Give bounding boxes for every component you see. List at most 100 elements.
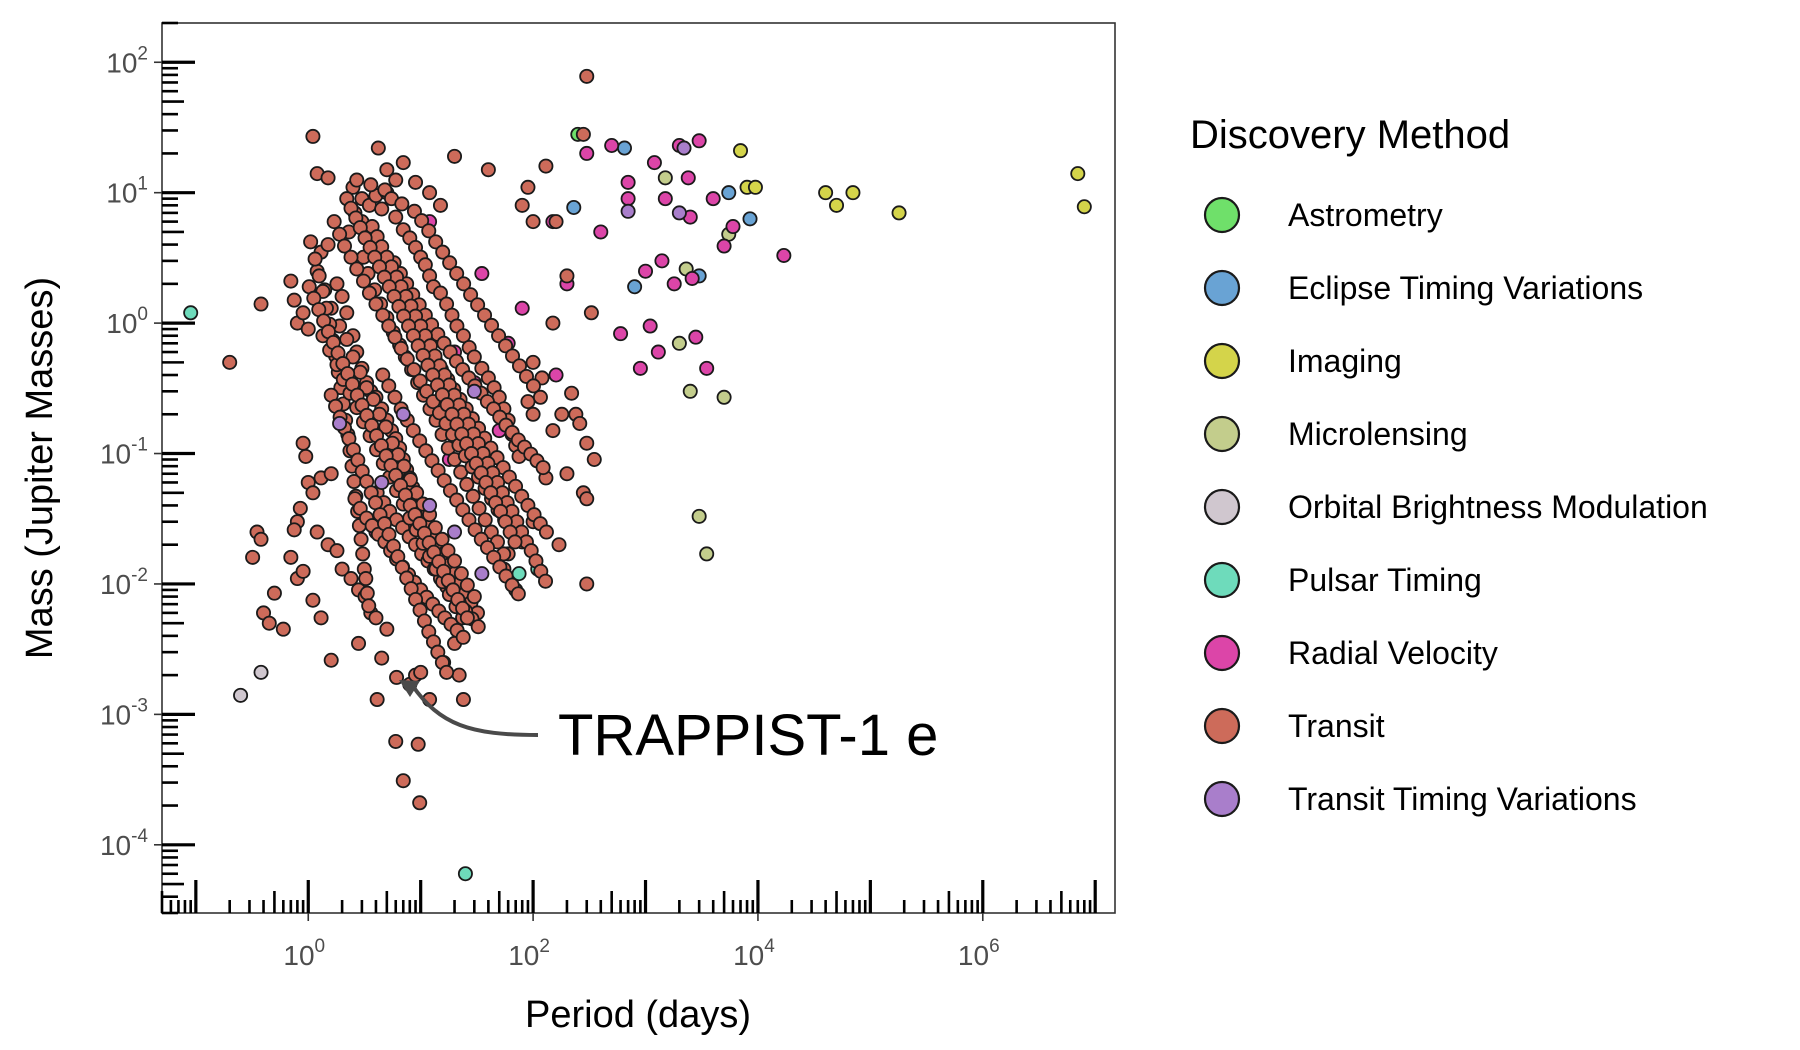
legend-swatch — [1203, 561, 1241, 599]
data-point — [733, 143, 749, 159]
data-point — [311, 268, 327, 284]
data-point — [688, 329, 704, 345]
data-point — [329, 543, 345, 559]
data-point — [604, 138, 620, 154]
data-point — [554, 406, 570, 422]
x-tick-label: 100 — [283, 936, 325, 971]
data-point — [572, 415, 588, 431]
legend-label: Radial Velocity — [1288, 635, 1498, 671]
data-point — [1076, 199, 1092, 215]
data-point — [613, 326, 629, 342]
data-point — [334, 288, 350, 304]
data-point — [305, 592, 321, 608]
legend-label: Transit Timing Variations — [1288, 781, 1637, 817]
legend-swatch — [1203, 415, 1241, 453]
data-point — [379, 621, 395, 637]
data-point — [538, 524, 554, 540]
data-point — [295, 305, 311, 321]
data-point — [566, 199, 582, 215]
data-point — [286, 522, 302, 538]
legend-item: Eclipse Timing Variations — [1203, 269, 1643, 307]
data-point — [374, 201, 390, 217]
data-point — [283, 273, 299, 289]
data-point — [845, 185, 861, 201]
y-axis-ticks: 102 101 100 10-1 10-2 10-3 10-4 — [100, 21, 195, 915]
legend-swatch — [1203, 634, 1241, 672]
y-tick-label: 10-1 — [100, 435, 148, 470]
legend-items: Astrometry Eclipse Timing Variations Imagi… — [1203, 196, 1708, 818]
data-point — [399, 351, 415, 367]
y-tick-label: 10-2 — [100, 565, 148, 600]
annotation: TRAPPIST-1 e — [399, 680, 938, 768]
data-point — [525, 406, 541, 422]
data-point — [245, 549, 261, 565]
data-point — [422, 185, 438, 201]
data-point — [381, 318, 397, 334]
data-point — [477, 307, 493, 323]
data-point — [368, 296, 384, 312]
data-point — [286, 292, 302, 308]
data-point — [548, 214, 564, 230]
data-point — [512, 358, 528, 374]
legend-swatch — [1203, 342, 1241, 380]
data-point — [818, 185, 834, 201]
data-point — [470, 619, 486, 635]
data-point — [388, 733, 404, 749]
data-point — [691, 133, 707, 149]
data-point — [440, 543, 456, 559]
data-point — [451, 667, 467, 683]
data-point — [471, 500, 487, 516]
data-point — [498, 338, 514, 354]
data-point — [374, 650, 390, 666]
data-point — [776, 247, 792, 263]
data-point — [356, 273, 372, 289]
data-point — [447, 524, 463, 540]
data-point — [323, 652, 339, 668]
data-point — [355, 546, 371, 562]
data-point — [233, 687, 249, 703]
data-point — [466, 349, 482, 365]
data-point — [474, 266, 490, 282]
data-point — [432, 197, 448, 213]
data-point — [414, 213, 430, 229]
data-point — [387, 389, 403, 405]
data-point — [320, 237, 336, 253]
data-point — [671, 205, 687, 221]
data-point — [447, 148, 463, 164]
y-tick-label: 10-4 — [100, 826, 148, 861]
data-point — [351, 635, 367, 651]
data-point — [466, 589, 482, 605]
legend-swatch — [1203, 196, 1241, 234]
legend-item: Transit Timing Variations — [1203, 780, 1637, 818]
data-point — [466, 383, 482, 399]
data-point — [1070, 166, 1086, 182]
data-point — [691, 508, 707, 524]
data-point — [305, 485, 321, 501]
data-point — [457, 866, 473, 882]
data-point — [456, 276, 472, 292]
legend-item: Imaging — [1203, 342, 1402, 380]
legend-label: Orbital Brightness Modulation — [1288, 489, 1708, 525]
data-point — [349, 261, 365, 277]
data-point — [616, 140, 632, 156]
data-point — [520, 179, 536, 195]
data-point — [699, 360, 715, 376]
data-point — [361, 285, 377, 301]
data-point — [484, 317, 500, 333]
legend-label: Transit — [1288, 708, 1385, 744]
data-point — [507, 534, 523, 550]
data-point — [676, 140, 692, 156]
data-point — [638, 263, 654, 279]
legend-swatch — [1203, 269, 1241, 307]
data-point — [329, 276, 345, 292]
data-point — [339, 331, 355, 347]
data-point — [253, 531, 269, 547]
data-point — [303, 234, 319, 250]
data-point — [428, 234, 444, 250]
data-point — [579, 435, 595, 451]
data-point — [725, 219, 741, 235]
data-point — [292, 500, 308, 516]
data-point — [435, 244, 451, 260]
y-tick-label: 100 — [106, 304, 148, 339]
data-point — [300, 321, 316, 337]
